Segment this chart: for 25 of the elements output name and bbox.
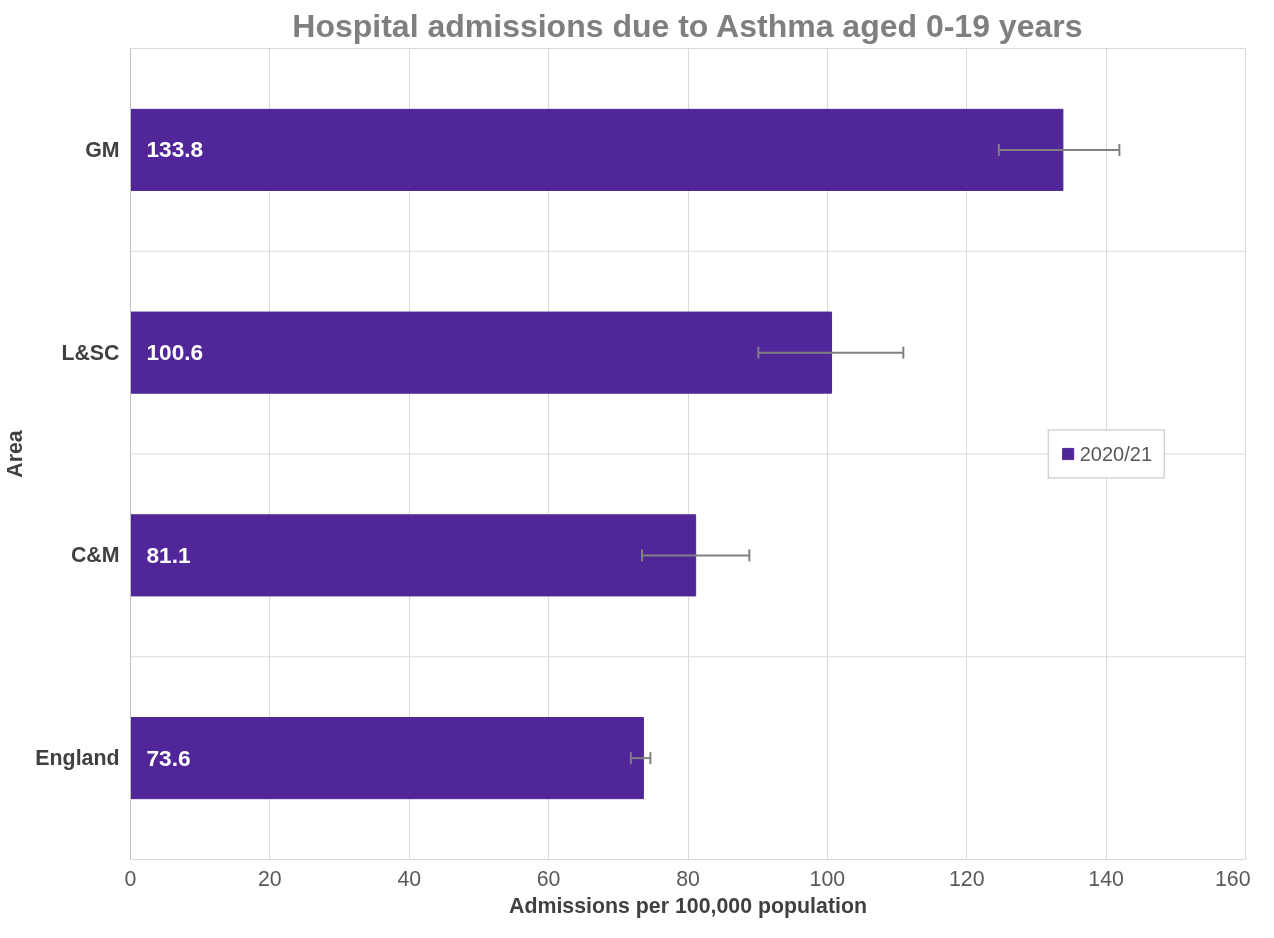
x-tick-label: 0 — [124, 866, 137, 891]
x-tick-label: 20 — [258, 866, 282, 891]
x-tick-label: 120 — [948, 866, 985, 891]
y-tick-label: England — [35, 746, 120, 771]
data-label: 133.8 — [146, 136, 204, 163]
x-tick-label: 160 — [1214, 866, 1251, 891]
x-tick-label: 60 — [536, 866, 561, 891]
legend-label: 2020/21 — [1079, 442, 1152, 465]
data-label: 73.6 — [146, 744, 191, 771]
y-tick-label: C&M — [70, 543, 120, 568]
x-axis-title: Admissions per 100,000 population — [509, 893, 867, 918]
chart-title: Hospital admissions due to Asthma aged 0-19 years — [292, 7, 1083, 44]
x-tick-label: 40 — [397, 866, 422, 891]
data-label: 81.1 — [146, 541, 191, 568]
x-tick-label: 100 — [809, 866, 846, 891]
bar — [130, 108, 1064, 191]
bar — [130, 311, 833, 394]
x-tick-label: 140 — [1088, 866, 1125, 891]
x-tick-label: 80 — [676, 866, 700, 891]
y-tick-label: L&SC — [61, 340, 120, 365]
y-axis-title: Area — [3, 430, 28, 478]
data-label: 100.6 — [146, 339, 204, 366]
bar — [130, 717, 644, 800]
y-tick-label: GM — [85, 137, 120, 162]
bar — [130, 514, 697, 597]
